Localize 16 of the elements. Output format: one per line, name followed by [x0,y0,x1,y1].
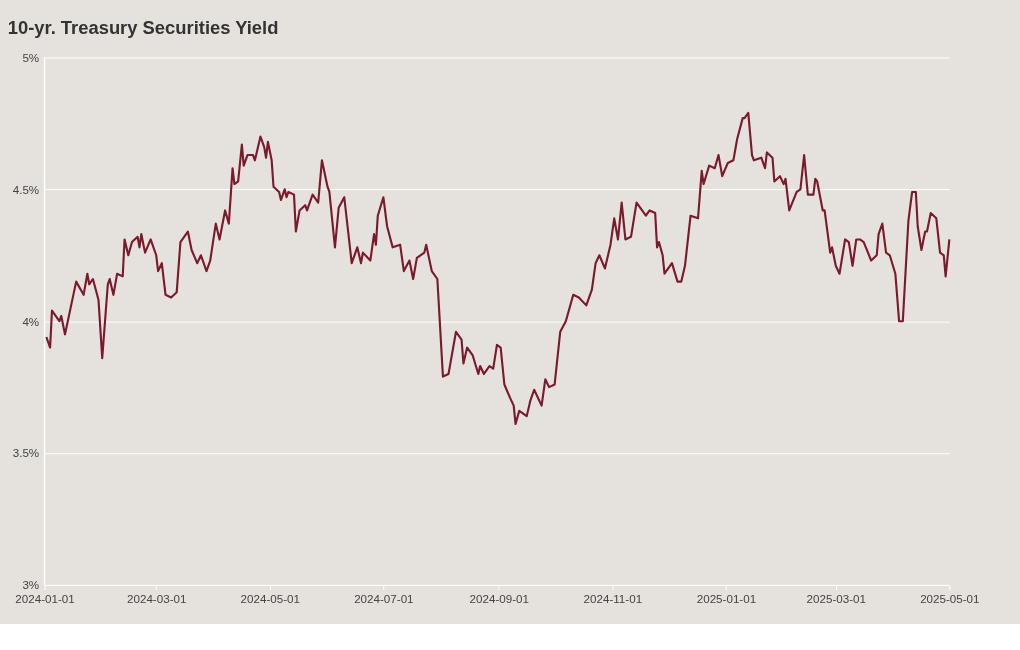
y-tick-label: 4.5% [12,182,40,196]
x-tick-label: 2024-03-01 [127,591,187,605]
chart-title: 10-yr. Treasury Securities Yield [7,17,279,39]
x-tick-label: 2024-01-01 [15,591,75,605]
x-tick-label: 2025-01-01 [696,591,757,605]
x-tick-label: 2024-07-01 [354,591,414,605]
x-tick-label: 2024-05-01 [240,591,300,605]
y-tick-label: 3.5% [12,446,40,460]
x-tick-label: 2024-11-01 [583,591,643,605]
x-tick-label: 2025-03-01 [806,591,866,605]
line-series [45,111,951,426]
x-tick-label: 2024-09-01 [469,591,529,605]
y-tick-label: 5% [22,50,40,64]
x-tick-label: 2025-05-01 [920,591,980,605]
y-tick-label: 3% [22,578,40,592]
y-tick-label: 4% [22,314,40,328]
